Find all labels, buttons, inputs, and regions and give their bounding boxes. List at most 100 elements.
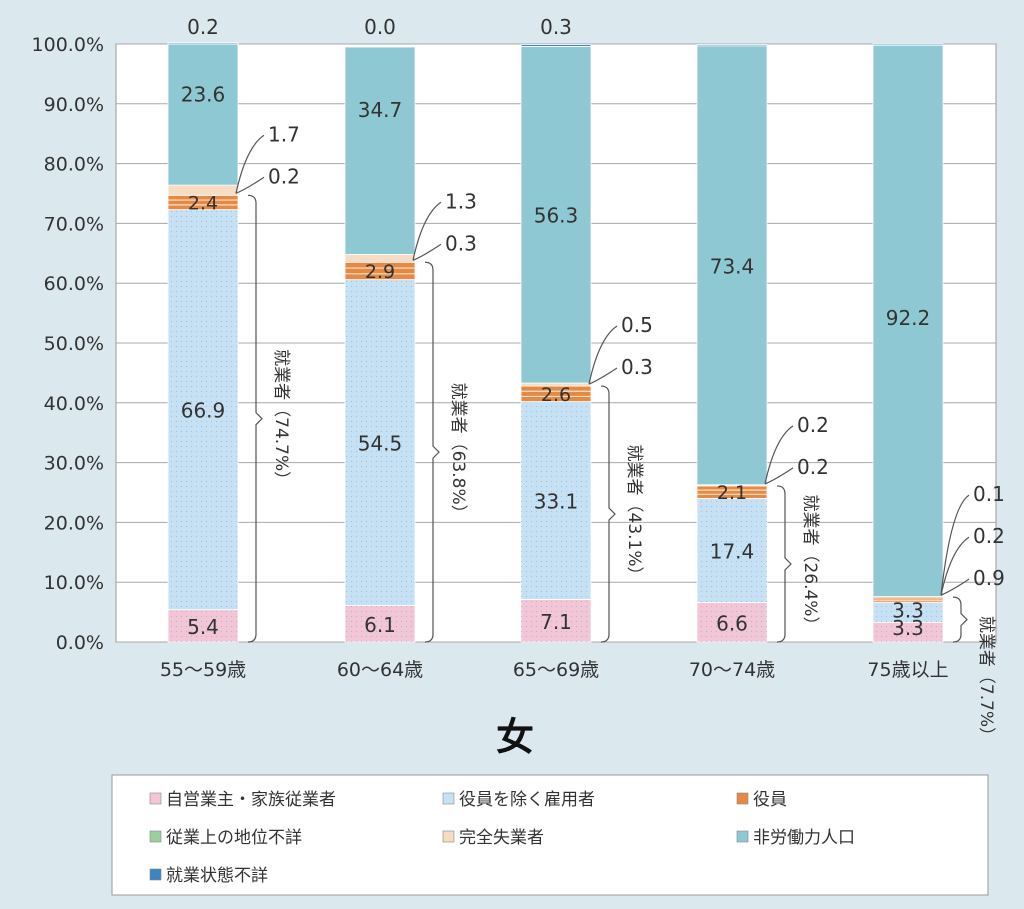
bar-value-label: 3.3	[892, 598, 924, 622]
legend-label: 役員	[753, 790, 787, 810]
callout-line	[588, 325, 618, 385]
callout-line	[588, 367, 618, 385]
callout-label: 0.2	[268, 164, 300, 188]
bar-value-label: 17.4	[710, 540, 755, 564]
bar-value-label: 92.2	[886, 306, 931, 330]
y-tick-label: 90.0%	[44, 94, 104, 116]
employed-bracket	[424, 261, 440, 643]
bar-texture	[345, 605, 415, 642]
employed-share-label: 就業者（7.7%）	[976, 616, 996, 744]
bar-texture	[697, 498, 767, 603]
bar-texture	[521, 599, 591, 642]
employed-bracket	[776, 485, 792, 643]
callout-label: 0.2	[797, 413, 829, 437]
legend-label: 従業上の地位不詳	[166, 828, 302, 848]
bar-segment	[167, 42, 239, 45]
bar-value-label: 6.1	[364, 613, 396, 637]
y-tick-label: 50.0%	[44, 333, 104, 355]
bar-texture	[873, 602, 943, 623]
bar-texture	[521, 401, 591, 600]
y-tick-label: 80.0%	[44, 154, 104, 176]
bar-texture	[873, 622, 943, 642]
legend-label: 就業状態不詳	[166, 866, 268, 886]
legend-swatch	[149, 792, 162, 805]
employed-share-label: 就業者（74.7%）	[271, 349, 291, 488]
callout-line	[764, 425, 794, 485]
bar-segment	[520, 44, 592, 47]
legend-label: 完全失業者	[459, 828, 544, 848]
employed-bracket	[952, 596, 968, 643]
legend-swatch	[149, 830, 162, 843]
bar-segment	[872, 44, 944, 597]
bar-segment	[696, 44, 768, 47]
legend-label: 非労働力人口	[753, 828, 855, 848]
callout-label: 0.3	[445, 231, 477, 255]
employed-share-label: 就業者（43.1%）	[624, 445, 644, 584]
callout-label: 0.2	[797, 455, 829, 479]
bar-value-label: 6.6	[716, 611, 748, 635]
bar-value-label: 66.9	[181, 399, 226, 423]
callout-label: 1.3	[445, 189, 477, 213]
bar-value-label: 2.1	[717, 482, 747, 504]
legend-swatch	[736, 830, 749, 843]
bar-value-label: 2.6	[541, 384, 571, 406]
callout-line	[412, 243, 442, 261]
top-value-label: 0.0	[364, 15, 396, 39]
callout-line	[764, 467, 794, 485]
legend-label: 役員を除く雇用者	[459, 790, 595, 810]
y-tick-label: 60.0%	[44, 273, 104, 295]
callout-label: 0.1	[973, 482, 1005, 506]
bar-value-label: 3.3	[892, 616, 924, 640]
y-tick-label: 40.0%	[44, 393, 104, 415]
bar-value-label: 23.6	[181, 82, 226, 106]
bar-value-label: 34.7	[358, 98, 403, 122]
bar-value-label: 56.3	[534, 204, 579, 228]
y-tick-label: 0.0%	[56, 632, 104, 654]
callout-line	[412, 201, 442, 261]
callout-line	[940, 536, 970, 596]
x-tick-label: 55～59歳	[160, 659, 246, 681]
bar-value-label: 54.5	[358, 432, 403, 456]
callout-label: 0.3	[621, 355, 653, 379]
bar-segment	[696, 45, 768, 486]
employed-bracket	[600, 385, 616, 643]
bar-value-label: 73.4	[710, 254, 755, 278]
y-tick-label: 100.0%	[32, 34, 104, 56]
bar-value-label: 5.4	[187, 615, 219, 639]
top-value-label: 0.2	[187, 15, 219, 39]
callout-line	[940, 494, 970, 596]
chart-title: 女	[496, 715, 534, 759]
bar-texture	[697, 602, 767, 642]
employed-share-label: 就業者（63.8%）	[448, 383, 468, 522]
bar-value-label: 2.9	[365, 261, 395, 283]
bar-texture	[168, 609, 238, 642]
legend-box	[111, 774, 989, 896]
x-tick-label: 60～64歳	[337, 659, 423, 681]
bar-value-label: 2.4	[188, 192, 218, 214]
y-tick-label: 30.0%	[44, 453, 104, 475]
callout-line	[235, 134, 265, 194]
bar-segment	[167, 43, 239, 186]
employed-share-label: 就業者（26.4%）	[800, 494, 820, 633]
bar-value-label: 33.1	[534, 490, 579, 514]
legend-swatch	[442, 830, 455, 843]
legend-swatch	[736, 792, 749, 805]
callout-line	[940, 578, 970, 596]
bar-segment	[872, 43, 944, 46]
callout-label: 0.2	[973, 524, 1005, 548]
callout-label: 0.5	[621, 313, 653, 337]
legend-label: 自営業主・家族従業者	[166, 790, 336, 810]
x-tick-label: 65～69歳	[513, 659, 599, 681]
legend-swatch	[442, 792, 455, 805]
bar-texture	[345, 279, 415, 606]
callout-label: 1.7	[268, 122, 300, 146]
legend-swatch	[149, 868, 162, 881]
bar-texture	[168, 209, 238, 610]
bar-segment	[520, 45, 592, 384]
bar-value-label: 7.1	[540, 610, 572, 634]
callout-line	[235, 176, 265, 194]
callout-label: 0.9	[973, 566, 1005, 590]
bar-segment	[344, 46, 416, 255]
